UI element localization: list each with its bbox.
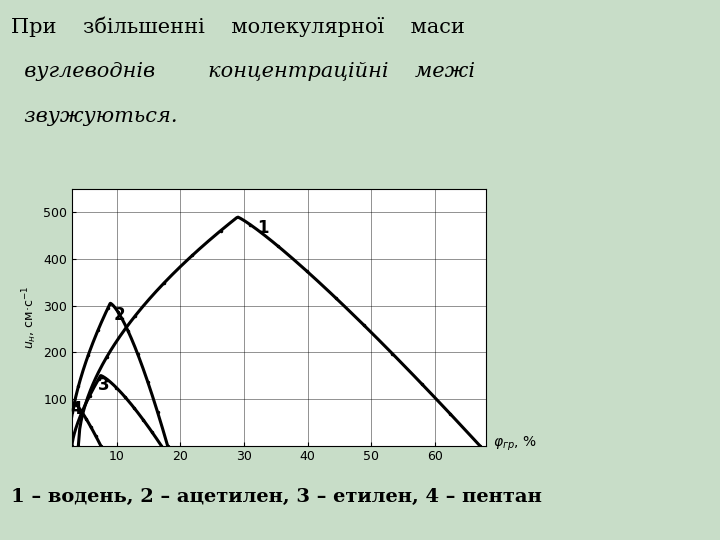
Point: [273, 242, 284, 251]
Point: [73, 382, 84, 391]
Point: [129, 312, 140, 321]
Point: [138, 416, 149, 424]
Point: [301, 267, 312, 275]
Text: 1: 1: [257, 219, 269, 237]
Point: [129, 404, 140, 413]
Text: 3: 3: [97, 376, 109, 394]
Point: [61, 422, 73, 431]
Point: [444, 409, 456, 418]
Point: [142, 377, 153, 386]
Point: [95, 441, 107, 450]
Point: [122, 326, 134, 335]
Point: [102, 375, 113, 384]
Point: [83, 350, 94, 359]
Point: [63, 441, 75, 450]
Point: [359, 321, 370, 330]
Point: [73, 441, 84, 450]
Point: [111, 383, 122, 392]
Point: [92, 326, 104, 334]
Point: [416, 380, 428, 388]
Point: [120, 393, 131, 402]
Point: [93, 375, 104, 383]
Point: [90, 432, 102, 441]
Point: [101, 353, 112, 362]
Text: звужуються.: звужуються.: [11, 107, 177, 126]
Text: 4: 4: [71, 400, 82, 418]
Y-axis label: $u_н$, см·с$^{-1}$: $u_н$, см·с$^{-1}$: [20, 286, 39, 349]
Text: вуглеводнів        концентраційні    межі: вуглеводнів концентраційні межі: [11, 62, 474, 80]
Point: [66, 408, 78, 417]
Text: $\varphi_{гр}$, %: $\varphi_{гр}$, %: [493, 435, 537, 453]
Point: [152, 408, 163, 417]
Point: [76, 407, 87, 416]
Point: [474, 441, 485, 450]
Point: [102, 303, 114, 312]
Point: [162, 441, 174, 450]
Point: [66, 441, 78, 450]
Point: [71, 401, 83, 409]
Point: [387, 349, 398, 358]
Text: При    збільшенні    молекулярної    маси: При збільшенні молекулярної маси: [11, 16, 464, 37]
Point: [215, 226, 226, 235]
Point: [244, 220, 256, 229]
Text: 2: 2: [114, 306, 125, 323]
Text: 1 – водень, 2 – ацетилен, 3 – етилен, 4 – пентан: 1 – водень, 2 – ацетилен, 3 – етилен, 4 …: [11, 488, 541, 506]
Point: [132, 350, 143, 359]
Point: [156, 441, 167, 450]
Point: [146, 428, 158, 437]
Point: [75, 411, 86, 420]
Point: [112, 308, 124, 316]
Point: [81, 415, 92, 423]
Point: [57, 441, 68, 450]
Point: [158, 279, 170, 287]
Point: [85, 423, 96, 431]
Point: [186, 251, 198, 260]
Point: [330, 294, 342, 302]
Point: [84, 392, 95, 400]
